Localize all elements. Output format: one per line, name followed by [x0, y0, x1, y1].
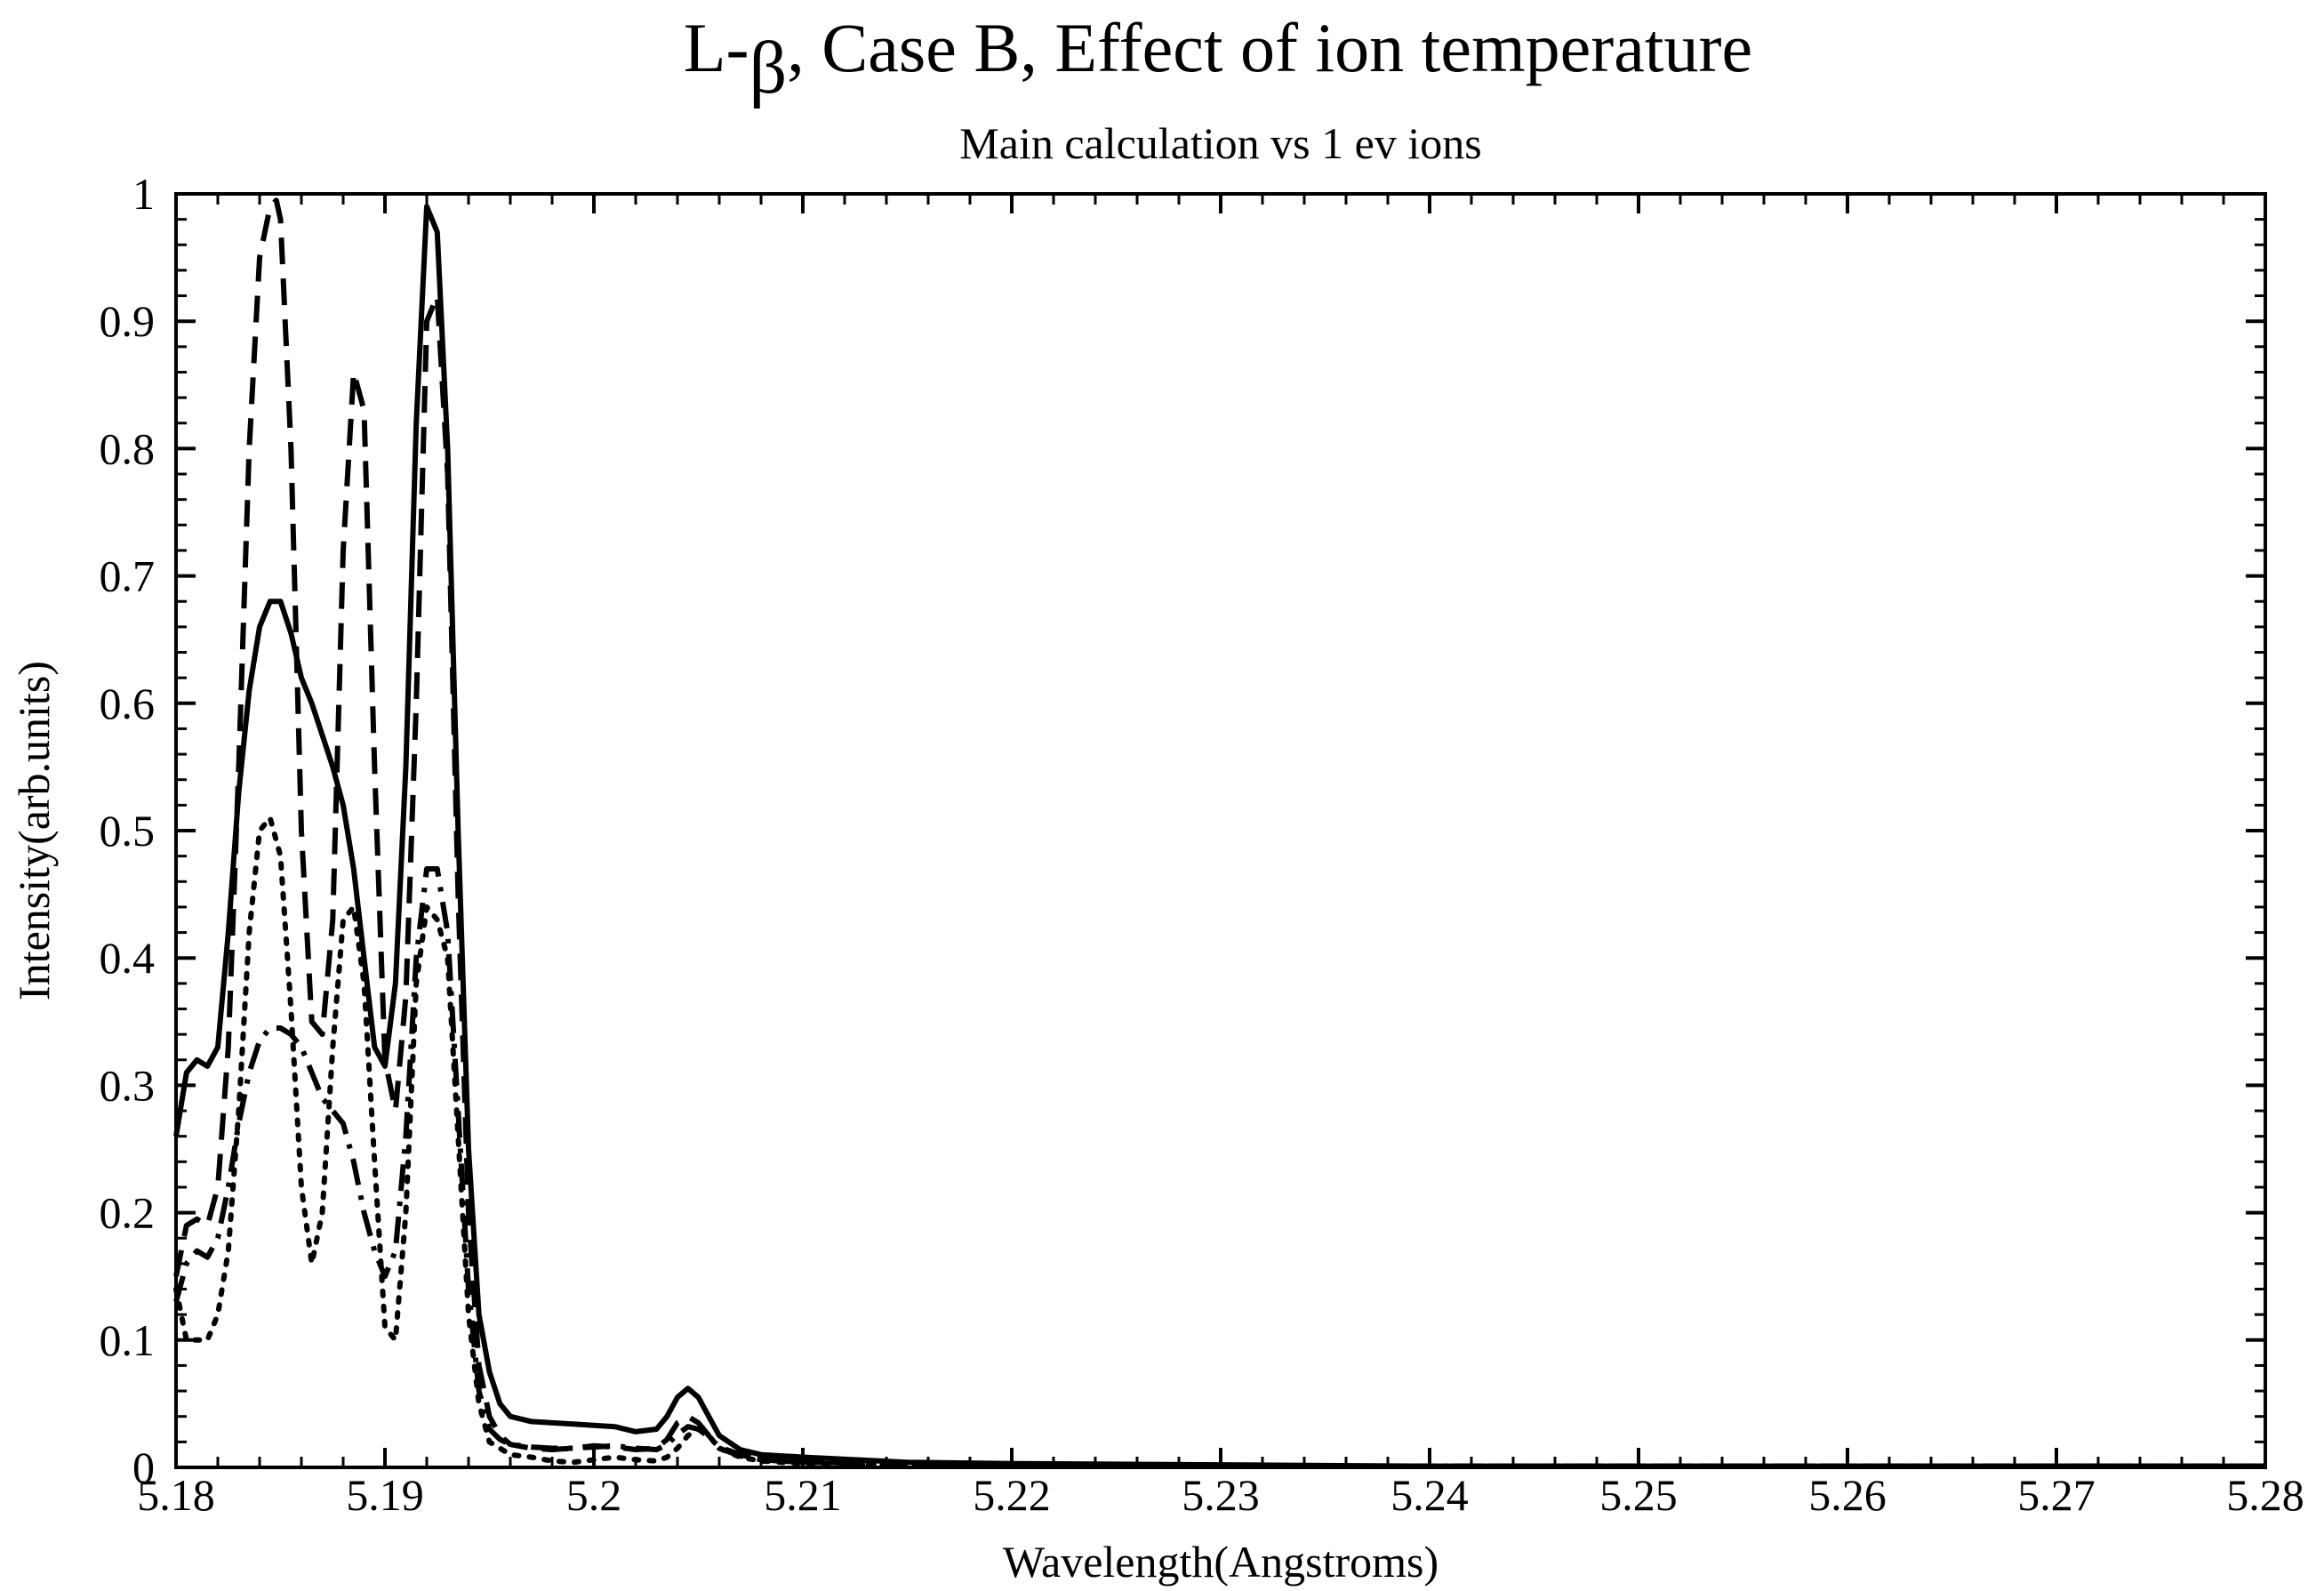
x-tick-label: 5.21: [764, 1470, 842, 1520]
series-lines: [173, 197, 2268, 1469]
series-line-dashdot: [173, 866, 2265, 1469]
x-axis-label: Wavelength(Angstroms): [1003, 1537, 1438, 1587]
x-tick-labels: 5.18 5.19 5.2 5.21 5.22 5.23 5.24 5.25 5.26 5.27 5…: [137, 1470, 2304, 1520]
series-line-dashed: [173, 197, 2265, 1469]
series-line-solid: [173, 204, 2265, 1469]
chart-title: L-β, Case B, Effect of ion temperature: [684, 9, 1752, 109]
y-tick-label: 0.1: [100, 1315, 156, 1365]
x-tick-label: 5.26: [1808, 1470, 1887, 1520]
x-tick-label: 5.24: [1390, 1470, 1469, 1520]
x-tick-label: 5.23: [1182, 1470, 1260, 1520]
plot-area-frame: [174, 192, 2267, 1469]
y-tick-label: 0.8: [100, 423, 156, 473]
y-tick-label: 0.3: [100, 1060, 156, 1110]
y-tick-label: 0.2: [100, 1188, 156, 1238]
y-tick-labels: 0 0.1 0.2 0.3 0.4 0.5 0.6 0.7 0.8 0.9 1: [100, 169, 156, 1492]
y-tick-label: 0.5: [100, 806, 156, 856]
x-tick-label: 5.25: [1599, 1470, 1678, 1520]
x-tick-label: 5.28: [2226, 1470, 2304, 1520]
series-line-dotted: [173, 815, 2268, 1469]
x-tick-label: 5.19: [346, 1470, 424, 1520]
y-tick-label: 0.6: [100, 679, 156, 728]
x-tick-label: 5.18: [137, 1470, 215, 1520]
x-tick-label: 5.27: [2017, 1470, 2096, 1520]
y-tick-label: 0: [132, 1442, 155, 1492]
chart-title-prefix: L-: [684, 9, 749, 86]
chart-title-symbol: β: [749, 27, 788, 109]
chart-title-suffix: , Case B, Effect of ion temperature: [787, 9, 1752, 86]
y-axis-label: Intensity(arb.units): [9, 661, 59, 1000]
y-tick-label: 0.7: [100, 551, 156, 601]
chart-subtitle: Main calculation vs 1 ev ions: [959, 118, 1481, 168]
x-tick-label: 5.2: [566, 1470, 622, 1520]
y-tick-label: 0.4: [100, 933, 156, 983]
y-tick-label: 1: [132, 169, 155, 219]
x-tick-label: 5.22: [973, 1470, 1051, 1520]
y-tick-label: 0.9: [100, 296, 156, 346]
